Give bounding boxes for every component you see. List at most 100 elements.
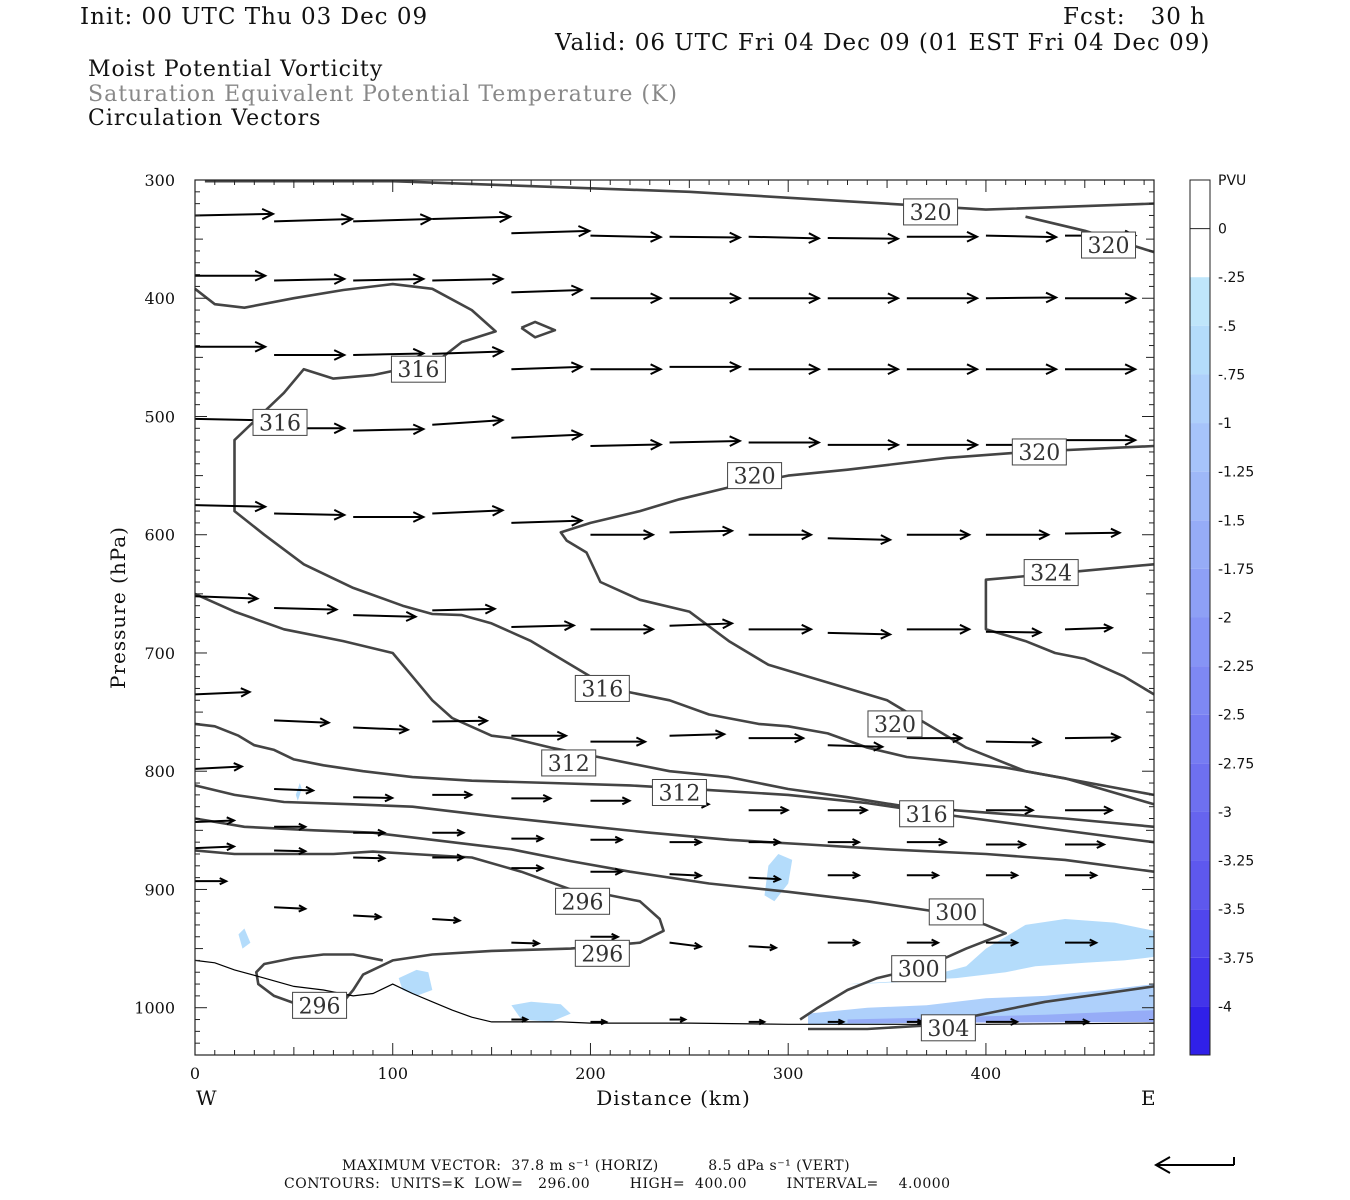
y-tick-label: 700: [144, 644, 175, 663]
circulation-vector: [906, 837, 949, 847]
circulation-vector: [511, 284, 584, 297]
contour-label: 316: [252, 408, 308, 436]
circulation-vector: [590, 438, 663, 451]
circulation-vector: [748, 733, 806, 744]
colorbar-label: -1.5: [1218, 513, 1245, 529]
contour-label: 296: [555, 887, 611, 915]
y-axis-title: Pressure (hPa): [106, 526, 130, 689]
contour-info: CONTOURS: UNITS=K LOW= 296.00 HIGH= 400.…: [284, 1176, 951, 1192]
svg-text:312: 312: [658, 782, 700, 807]
west-label: W: [196, 1086, 218, 1110]
y-tick-label: 400: [144, 289, 175, 308]
circulation-vector: [827, 1018, 846, 1026]
theta-es-contour-320: [204, 179, 1155, 211]
circulation-vector: [432, 603, 498, 615]
mpv-shaded-region: [847, 919, 1154, 985]
circulation-vector: [432, 853, 466, 862]
east-label: E: [1141, 1086, 1157, 1110]
circulation-vector: [748, 436, 822, 449]
field-title-mpv: Moist Potential Vorticity: [88, 57, 384, 82]
circulation-vector: [906, 871, 941, 880]
circulation-vector: [511, 515, 584, 527]
circulation-vector: [906, 292, 980, 304]
circulation-vector: [985, 231, 1059, 243]
contour-label: 312: [651, 779, 707, 807]
circulation-vector: [590, 835, 625, 844]
circulation-vector: [1065, 434, 1138, 446]
circulation-vector: [985, 627, 1043, 638]
x-axis-title: Distance (km): [596, 1086, 751, 1110]
circulation-vector: [353, 611, 418, 622]
circulation-vector: [590, 363, 663, 375]
circulation-vector: [511, 620, 577, 632]
colorbar-label: -2.5: [1218, 708, 1245, 724]
circulation-vector: [827, 363, 901, 375]
circulation-vector: [194, 500, 268, 513]
circulation-vector: [669, 618, 735, 630]
contour-label: 320: [903, 198, 959, 226]
contour-label: 320: [1081, 231, 1137, 259]
circulation-vector: [432, 210, 513, 224]
colorbar-label: -4: [1218, 999, 1232, 1015]
theta-es-contour-312: [194, 592, 1155, 829]
circulation-vector: [906, 231, 980, 243]
circulation-vector: [590, 623, 656, 635]
svg-text:300: 300: [935, 901, 977, 926]
circulation-vector: [748, 1018, 767, 1026]
svg-text:320: 320: [874, 713, 916, 738]
circulation-vector: [432, 504, 505, 517]
colorbar-label: -3: [1218, 805, 1232, 821]
circulation-vector: [353, 423, 426, 436]
svg-text:320: 320: [1088, 234, 1130, 259]
svg-text:316: 316: [906, 803, 948, 828]
circulation-vector: [985, 1017, 1020, 1026]
circulation-vector: [669, 941, 704, 950]
svg-text:316: 316: [259, 411, 301, 436]
circulation-vector: [827, 439, 901, 451]
circulation-vector: [1064, 623, 1115, 633]
circulation-vector: [194, 762, 245, 772]
circulation-vector: [827, 838, 862, 847]
x-tick-label: 200: [575, 1064, 606, 1083]
theta-es-contour-308: [194, 722, 1155, 844]
colorbar-label: -1.25: [1218, 465, 1254, 481]
colorbar-label: -3.5: [1218, 902, 1245, 918]
circulation-vector: [274, 349, 347, 361]
circulation-vector: [511, 429, 584, 441]
svg-text:312: 312: [548, 752, 590, 777]
circulation-vector: [1065, 805, 1115, 815]
circulation-vector: [353, 511, 426, 523]
circulation-vector: [194, 816, 237, 826]
circulation-vector: [590, 736, 648, 747]
circulation-vector: [195, 340, 268, 353]
circulation-vector: [194, 687, 252, 698]
circulation-vector: [353, 793, 395, 803]
circulation-vector: [511, 361, 584, 373]
y-tick-label: 800: [144, 762, 175, 781]
mpv-shaded-region: [398, 969, 433, 996]
contour-label: 316: [390, 355, 446, 383]
circulation-vector: [985, 938, 1020, 947]
circulation-vector: [669, 871, 704, 880]
circulation-vector: [985, 529, 1051, 541]
circulation-vector: [748, 232, 822, 244]
svg-text:320: 320: [910, 201, 952, 226]
circulation-vector: [274, 847, 308, 856]
circulation-vector: [906, 623, 972, 635]
circulation-vector: [432, 414, 505, 427]
colorbar: PVU 0 -.25 -.5 -.75 -1 -1.25 -1.5 -1.75 -2 -2.25 -2…: [1189, 173, 1254, 1056]
colorbar-label: 0: [1218, 222, 1227, 238]
circulation-vector: [1065, 363, 1138, 375]
circulation-vector: [432, 916, 462, 925]
circulation-vector: [274, 603, 339, 615]
circulation-vector: [353, 912, 383, 921]
contour-label: 320: [867, 710, 923, 738]
circulation-vector: [353, 724, 411, 735]
forecast-hour: Fcst: 30 h: [1063, 4, 1206, 30]
circulation-vector: [1065, 1018, 1091, 1026]
circulation-vector: [669, 292, 743, 304]
contour-label: 320: [727, 462, 783, 490]
circulation-vector: [985, 871, 1020, 880]
max-vector-note: MAXIMUM VECTOR: 37.8 m s⁻¹ (HORIZ) 8.5 d…: [342, 1158, 851, 1174]
circulation-vector: [748, 363, 822, 375]
